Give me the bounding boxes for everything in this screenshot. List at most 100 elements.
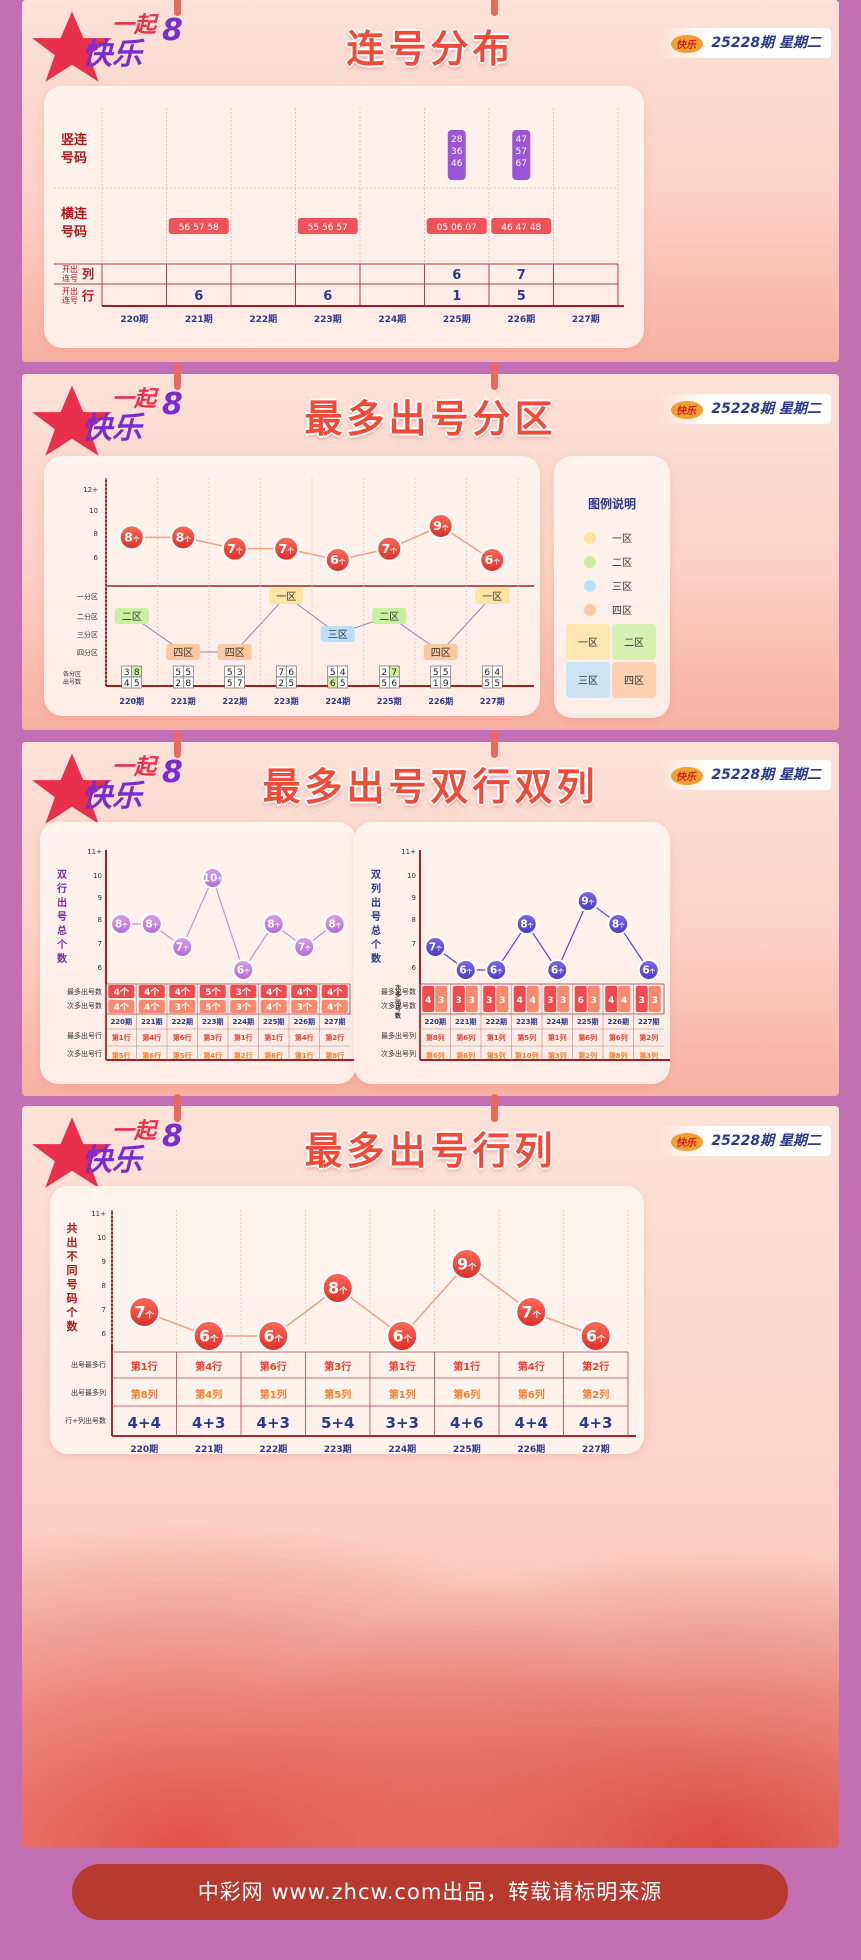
max-col: 第8列 <box>131 1388 158 1401</box>
x-tick-label: 226期 <box>293 1017 315 1026</box>
column-value: 6 <box>452 268 461 283</box>
row-label: 出号最多列 <box>71 1388 106 1397</box>
total-count-point <box>232 959 255 981</box>
top-position: 第2行 <box>325 1033 344 1042</box>
count: 4 <box>621 996 627 1006</box>
total-count-label: 8个 <box>520 919 533 931</box>
legend-swatch <box>584 604 596 616</box>
count: 3 <box>469 996 475 1006</box>
footer-credit: 中彩网 www.zhcw.com出品，转载请标明来源 <box>72 1864 788 1920</box>
second-count-badge <box>138 1000 165 1013</box>
mini-logo-icon <box>671 767 704 785</box>
y-title: 总 <box>57 924 67 937</box>
issue-badge: 25228期 星期二 <box>659 394 831 424</box>
zone-badge <box>269 588 304 604</box>
zone-count-value: 5 <box>433 668 439 678</box>
x-tick-label: 225期 <box>443 313 471 325</box>
zone-count-value: 8 <box>185 679 191 689</box>
issue-label: 25228期 星期二 <box>711 1133 821 1149</box>
legend-grid-label: 四区 <box>624 675 644 687</box>
zone-count-value: 7 <box>278 668 284 678</box>
row-value: 6 <box>323 289 332 304</box>
zone-badge-label: 一区 <box>276 591 296 603</box>
zone-count-cell <box>285 676 297 689</box>
total-count-point <box>201 867 224 889</box>
second-position: 第1行 <box>295 1051 314 1060</box>
zone-badge <box>320 626 355 642</box>
horizontal-badge <box>168 218 229 234</box>
count: 3 <box>639 996 645 1006</box>
legend-grid-label: 三区 <box>578 675 598 687</box>
x-tick-label: 221期 <box>455 1017 477 1026</box>
second-count-badge <box>169 1000 196 1013</box>
horizontal-number: 55 56 57 <box>308 223 348 233</box>
zone-badge-label: 四区 <box>431 647 451 659</box>
max-row: 第6行 <box>260 1360 287 1373</box>
top-count: 5个 <box>205 986 221 998</box>
row-label: 次多出号数 <box>381 1001 416 1010</box>
y-title: 个 <box>370 938 382 951</box>
zone-count-value: 5 <box>227 679 233 689</box>
second-position: 第5行 <box>112 1051 131 1060</box>
y-title: 数 <box>67 1319 79 1333</box>
zone-badge <box>166 644 201 660</box>
top-position: 第3行 <box>203 1033 222 1042</box>
zone-count-value: 5 <box>494 679 500 689</box>
count: 4 <box>608 996 614 1006</box>
second-position: 第6列 <box>426 1051 445 1060</box>
total-count-point <box>171 936 194 958</box>
top-position: 第6列 <box>578 1033 597 1042</box>
zone-axis-label: 二分区 <box>77 612 98 621</box>
count-badge <box>605 986 618 1012</box>
total-count-point <box>546 959 569 981</box>
row-label: 最多出号数 <box>381 987 416 996</box>
x-tick-label: 224期 <box>232 1017 254 1026</box>
count-badge <box>544 986 557 1012</box>
count: 4 <box>517 996 523 1006</box>
double-row-card: 11+ 10 9 8 7 6 双行出号总个数 8个 8个 7个 10个 6个 8个 7个 8个 最多出号数 次多… <box>40 822 358 1084</box>
top-position: 第6行 <box>173 1033 192 1042</box>
top-count-badge <box>138 985 165 998</box>
row-label: 开出 <box>62 286 78 296</box>
second-position: 第4行 <box>203 1051 222 1060</box>
y-title: 号 <box>57 911 67 923</box>
y-tick-label: 9 <box>102 1258 106 1266</box>
zone-count-value: 5 <box>381 679 387 689</box>
x-tick-label: 227期 <box>572 313 600 325</box>
max-count-point <box>376 535 403 562</box>
zone-badge <box>475 588 510 604</box>
zone-count-value: 5 <box>330 668 336 678</box>
legend-grid-cell <box>566 624 610 660</box>
unique-count-label: 7个 <box>135 1302 155 1321</box>
vertical-number: 28 <box>451 135 463 145</box>
zone-count-value: 3 <box>237 668 243 678</box>
top-count-badge <box>108 985 135 998</box>
zone-count-value: 5 <box>185 668 191 678</box>
total-count-point <box>140 913 163 935</box>
total-count-label: 7个 <box>176 942 189 954</box>
total-count-point <box>454 959 477 981</box>
count-badge <box>435 986 448 1012</box>
total-count-label: 8个 <box>328 919 341 931</box>
col-label: 列 <box>82 266 94 281</box>
legend-item: 二区 <box>612 557 632 569</box>
total-count-label: 6个 <box>490 965 503 977</box>
issue-badge: 25228期 星期二 <box>659 760 831 790</box>
count-badge <box>648 986 661 1012</box>
section-zone: 最多出号分区 25228期 星期二 12+ 10 8 6 8个 8个 7个 7个 6个 7个 9个 6… <box>22 362 839 730</box>
second-position: 第6行 <box>264 1051 283 1060</box>
second-position: 第2行 <box>234 1051 253 1060</box>
top-count: 4个 <box>327 986 343 998</box>
second-position: 第5行 <box>173 1051 192 1060</box>
count-badge <box>496 986 509 1012</box>
vertical-number: 57 <box>516 147 527 157</box>
top-count-badge <box>291 985 318 998</box>
count-badge <box>422 986 435 1012</box>
total-count-label: 8个 <box>612 919 625 931</box>
y-tick-label: 9 <box>98 894 102 902</box>
second-position: 第3列 <box>639 1051 658 1060</box>
max-col: 第2列 <box>582 1388 609 1401</box>
y-title: 双 <box>371 869 381 881</box>
